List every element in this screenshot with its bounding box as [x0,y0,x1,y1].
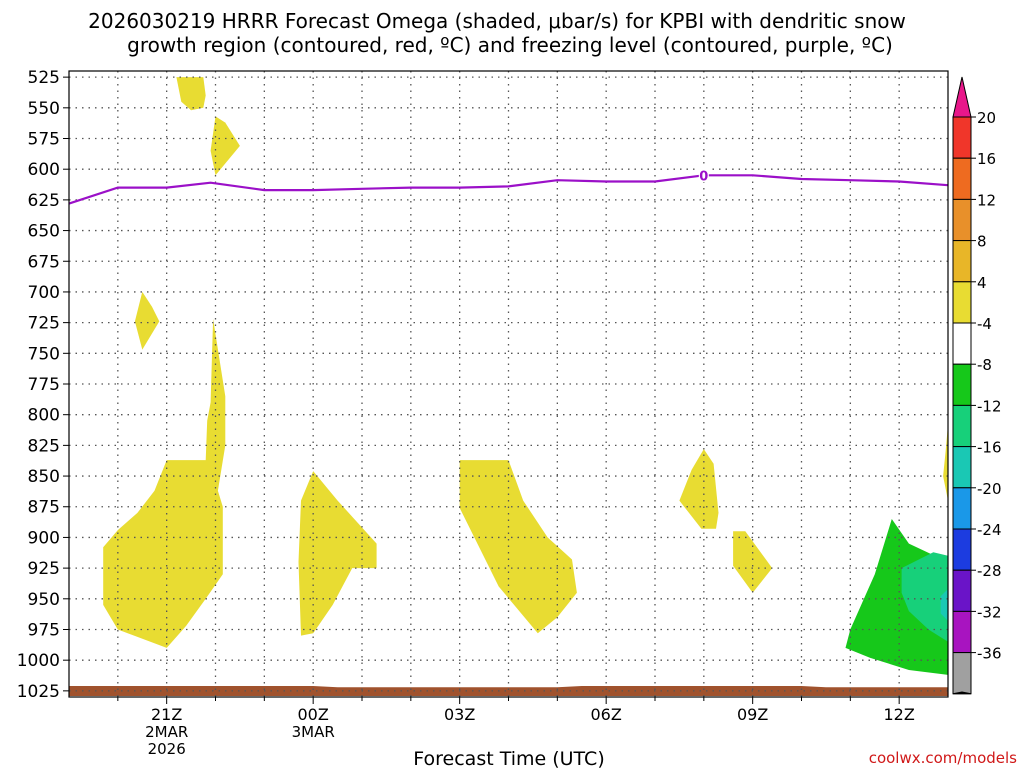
colorbar-arrow-top [952,76,972,118]
colorbar-bin-14 [952,652,972,695]
colorbar-label: 16 [977,150,996,168]
colorbar-label: -8 [977,356,992,374]
omega-region-1 [210,116,240,176]
colorbar-label: 8 [977,233,987,251]
y-tick-label: 750 [28,344,60,364]
colorbar-bin-8 [952,404,972,448]
y-tick-label: 600 [28,160,60,180]
y-tick-label: 975 [28,620,60,640]
y-tick-label: 800 [28,406,60,426]
colorbar-bin-12 [952,569,972,612]
omega-region-8 [943,424,948,501]
x-tick-label: 12Z [884,705,915,724]
x-tick-sublabel: 2MAR [145,723,188,741]
colorbar-label: -28 [977,562,1002,580]
colorbar-label: -16 [977,439,1002,457]
x-axis-label: Forecast Time (UTC) [413,748,604,768]
colorbar-bin-1 [952,116,972,159]
freezing-level-label-bg [698,167,709,183]
y-tick-label: 650 [28,222,60,242]
omega-shaded-regions [103,77,948,675]
y-tick-label: 850 [28,467,60,487]
y-tick-label: 525 [28,68,60,88]
colorbar: 20 16 12 8 4 -4 -8 -12 -16 -20 -24 -28 -32 -36 [952,76,1002,695]
y-tick-label: 675 [28,252,60,272]
chart-title-line2: growth region (contoured, red, ºC) and f… [127,33,893,57]
y-tick-label: 1025 [17,682,60,702]
x-tick-label: 00Z [298,705,329,724]
colorbar-bin-11 [952,528,972,571]
colorbar-label: 4 [977,274,987,292]
freezing-level-layer: 0 [68,167,949,205]
y-tick-label: 900 [28,528,60,548]
colorbar-bin-3 [952,198,972,242]
colorbar-label: 12 [977,191,996,209]
colorbar-bin-4 [952,240,972,283]
colorbar-bin-9 [952,446,972,489]
omega-region-0 [176,77,206,111]
x-tick-label: 09Z [737,705,768,724]
omega-region-7 [733,531,773,593]
y-tick-label: 550 [28,99,60,119]
colorbar-bin-7 [952,363,972,406]
y-tick-label: 700 [28,283,60,303]
y-tick-label: 725 [28,314,60,334]
colorbar-bin-10 [952,487,972,530]
terrain-band [69,686,948,696]
x-tick-sublabel: 2026 [148,740,186,758]
y-tick-label: 1000 [17,651,60,671]
y-tick-label: 775 [28,375,60,395]
y-tick-label: 575 [28,130,60,150]
colorbar-label: -24 [977,521,1002,539]
y-tick-label: 825 [28,436,60,456]
colorbar-label: -32 [977,603,1002,621]
y-axis: 525 550 575 600 625 650 675 700 725 750 775 800 825 8… [17,68,69,702]
chart-title-line1: 2026030219 HRRR Forecast Omega (shaded, … [88,9,906,33]
credit-text: coolwx.com/models [869,749,1017,767]
colorbar-label: -12 [977,397,1002,415]
x-tick-sublabel: 3MAR [292,723,335,741]
colorbar-arrow-bottom [952,691,972,695]
y-tick-label: 950 [28,590,60,610]
omega-region-10 [901,552,948,642]
colorbar-label: -36 [977,645,1002,663]
colorbar-label: -4 [977,315,992,333]
omega-region-6 [679,449,719,529]
y-tick-label: 925 [28,559,60,579]
omega-region-4 [298,471,377,636]
omega-region-11 [940,589,948,621]
omega-region-5 [459,460,577,634]
colorbar-bin-13 [952,610,972,654]
omega-region-3 [103,318,226,648]
colorbar-bin-5 [952,281,972,324]
freezing-level-line [68,174,949,205]
omega-region-2 [134,291,160,350]
terrain-layer [69,686,948,696]
colorbar-label: 20 [977,109,996,127]
freezing-level-label: 0 [699,169,708,184]
colorbar-bin-2 [952,157,972,200]
colorbar-bin-6 [952,322,972,365]
x-tick-label: 06Z [591,705,622,724]
colorbar-label: -20 [977,480,1002,498]
y-tick-label: 625 [28,191,60,211]
x-tick-label: 21Z [151,705,182,724]
x-tick-label: 03Z [444,705,475,724]
y-tick-label: 875 [28,498,60,518]
